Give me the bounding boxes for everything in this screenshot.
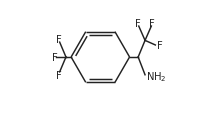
Text: NH$_2$: NH$_2$	[146, 69, 166, 83]
Text: F: F	[157, 41, 162, 50]
Text: F: F	[52, 53, 58, 62]
Text: F: F	[56, 35, 62, 45]
Text: F: F	[149, 19, 155, 29]
Text: F: F	[56, 70, 62, 80]
Text: F: F	[135, 19, 141, 29]
